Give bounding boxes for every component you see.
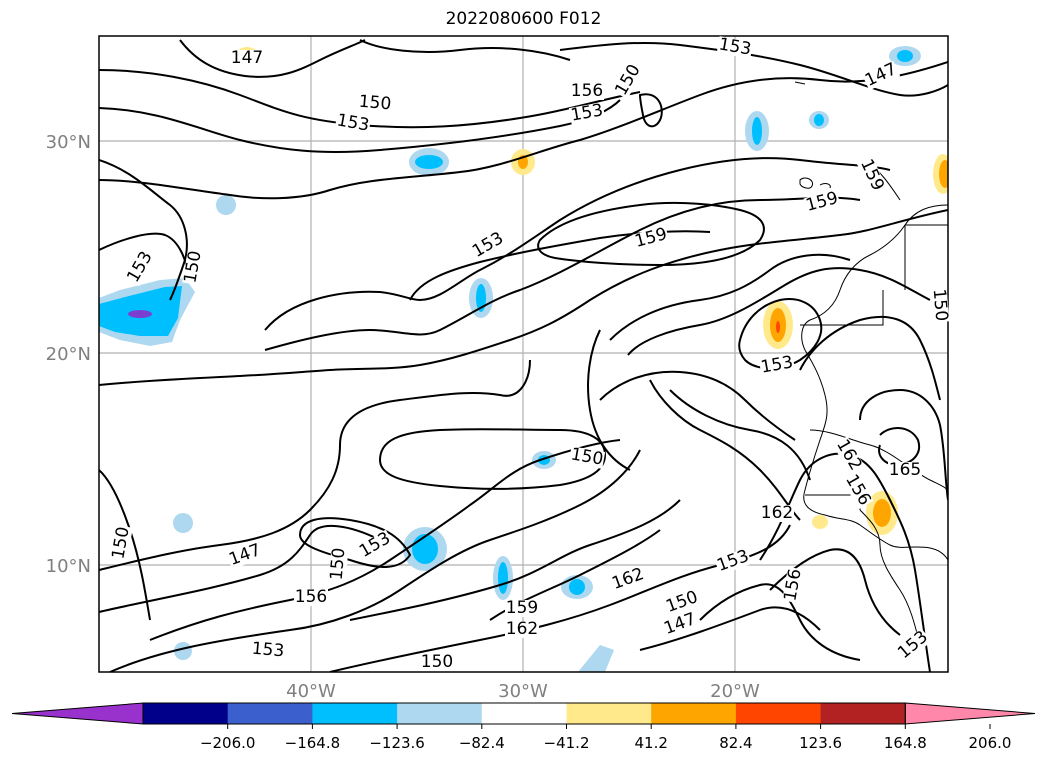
colorbar-segment xyxy=(312,703,398,724)
map-frame xyxy=(98,35,949,673)
contour-label: 147 xyxy=(231,48,263,68)
contour-label-bg xyxy=(841,471,874,510)
contour-label-bg xyxy=(420,654,454,671)
colorbar-tick-label: 164.8 xyxy=(884,734,927,752)
colorbar-tick-label: −164.8 xyxy=(285,734,341,752)
contour-label-bg xyxy=(357,93,393,114)
contour-label-bg xyxy=(505,600,539,617)
colorbar-tick-label: 123.6 xyxy=(799,734,842,752)
map-area xyxy=(99,36,948,672)
colorbar-segment xyxy=(481,703,567,724)
colorbar-tick-label: 82.4 xyxy=(719,734,752,752)
contour-label-bg xyxy=(929,287,950,323)
lon-label-20w: 20°W xyxy=(710,681,760,702)
contour-label: 165 xyxy=(889,460,921,480)
contour-label: 150 xyxy=(358,92,392,115)
contour-label-bg xyxy=(612,61,645,100)
contour-label: 153 xyxy=(251,639,285,662)
anomaly-fills xyxy=(99,46,948,672)
contour-label-bg xyxy=(661,610,700,639)
contour-label: 150 xyxy=(421,652,453,672)
contour-label-bg xyxy=(663,588,702,617)
colorbar-segment xyxy=(651,703,737,724)
contour-label: 156 xyxy=(295,587,327,607)
colorbar-tick-label: −41.2 xyxy=(544,734,590,752)
colorbar-ticks: −206.0 −164.8 −123.6 −82.4 −41.2 41.2 82.4 123.… xyxy=(200,724,1012,752)
contour-label: 150 xyxy=(929,288,952,322)
contour-label-bg xyxy=(334,112,372,135)
contour-label-bg xyxy=(469,229,508,262)
contour-label-bg xyxy=(250,640,286,661)
contour-label: 162 xyxy=(506,619,538,639)
contour-label-bg xyxy=(716,36,754,59)
contour-label-bg xyxy=(294,589,328,606)
lat-label-20n: 20°N xyxy=(46,344,91,365)
contour-label-bg xyxy=(110,524,133,562)
colorbar-tick-label: −206.0 xyxy=(200,734,256,752)
contour-label-bg xyxy=(568,446,606,469)
lon-label-30w: 30°W xyxy=(498,681,548,702)
contour-label-bg xyxy=(856,156,887,195)
colorbar-extend-min xyxy=(11,702,144,725)
colorbar-tick-label: 206.0 xyxy=(969,734,1012,752)
contour-label-bg xyxy=(760,505,794,522)
contour-label-bg xyxy=(894,627,932,663)
lat-label-30n: 30°N xyxy=(46,132,91,153)
contour-label-bg xyxy=(758,354,796,377)
colorbar-tick-label: −82.4 xyxy=(459,734,505,752)
contour-label-bg xyxy=(356,529,395,562)
contour-label-bg xyxy=(782,566,805,604)
colorbar-segment xyxy=(735,703,822,724)
contour-label-bg xyxy=(570,83,604,100)
contour-label-bg xyxy=(182,248,205,286)
colorbar-tick-label: −123.6 xyxy=(369,734,425,752)
colorbar-segment xyxy=(397,703,483,724)
contour-label-bg xyxy=(832,436,865,475)
colorbar-frame xyxy=(142,702,906,725)
contour-label: 162 xyxy=(761,503,793,523)
colorbar xyxy=(11,702,1036,725)
contour-label-bg xyxy=(230,50,264,67)
contour-label: 156 xyxy=(571,81,603,101)
coastlines xyxy=(794,81,948,646)
contour-label: 150 xyxy=(327,547,350,581)
contour-label-bg xyxy=(609,565,648,594)
colorbar-extend-max xyxy=(904,702,1036,725)
contour-label-bg xyxy=(888,462,922,479)
contour-lines xyxy=(99,39,948,672)
lat-axis-labels: 30°N 20°N 10°N xyxy=(46,132,91,577)
colorbar-segment xyxy=(566,703,652,724)
colorbar-segment xyxy=(820,703,906,724)
lon-label-40w: 40°W xyxy=(286,681,336,702)
lat-label-10n: 10°N xyxy=(46,556,91,577)
colorbar-tick-label: 41.2 xyxy=(634,734,667,752)
contour-label-bg xyxy=(505,621,539,638)
contour-label-bg xyxy=(328,546,349,582)
colorbar-segment xyxy=(143,703,229,724)
lon-axis-labels: 40°W 30°W 20°W xyxy=(286,681,760,702)
contour-label-bg xyxy=(568,102,606,125)
contour-label-bg xyxy=(714,547,753,576)
contour-label-bg xyxy=(862,60,901,91)
page-title: 2022080600 F012 xyxy=(445,9,602,29)
contour-label-bg xyxy=(226,541,265,570)
contour-label: 159 xyxy=(506,598,538,618)
colorbar-segment xyxy=(227,703,313,724)
contour-label-bg xyxy=(124,248,157,287)
